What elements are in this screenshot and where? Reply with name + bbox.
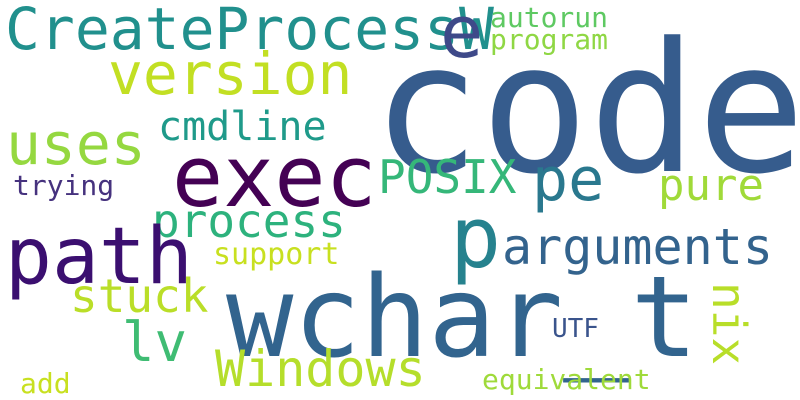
word-createprocessw: CreateProcessW: [5, 0, 494, 63]
word-add: add: [20, 367, 71, 400]
word-pe: pe: [532, 145, 605, 215]
word-stuck: stuck: [70, 269, 209, 323]
word-exec: exec: [172, 128, 377, 227]
word-p: p: [450, 189, 502, 288]
word-program: program: [490, 23, 609, 56]
word-arguments: arguments: [502, 218, 773, 276]
word-trying: trying: [13, 169, 115, 202]
word-cmdline: cmdline: [158, 104, 327, 150]
word-nix: nix: [702, 282, 756, 366]
word-version: version: [108, 40, 353, 108]
word-pure: pure: [658, 160, 764, 211]
word-equivalent: equivalent: [482, 363, 651, 396]
word-process: process: [152, 194, 346, 248]
word-wchar-t: wchar_t: [226, 253, 699, 383]
word-code: code: [372, 5, 800, 214]
word-posix: POSIX: [378, 150, 517, 204]
word-support: support: [213, 237, 340, 272]
word-uses: uses: [6, 110, 146, 178]
word-e: e: [440, 0, 484, 74]
word-windows: Windows: [215, 340, 426, 398]
word-path: path: [5, 212, 193, 302]
word-lv: lv: [122, 311, 188, 374]
word-autorun: autorun: [490, 1, 609, 34]
word-utf: UTF: [552, 314, 599, 344]
